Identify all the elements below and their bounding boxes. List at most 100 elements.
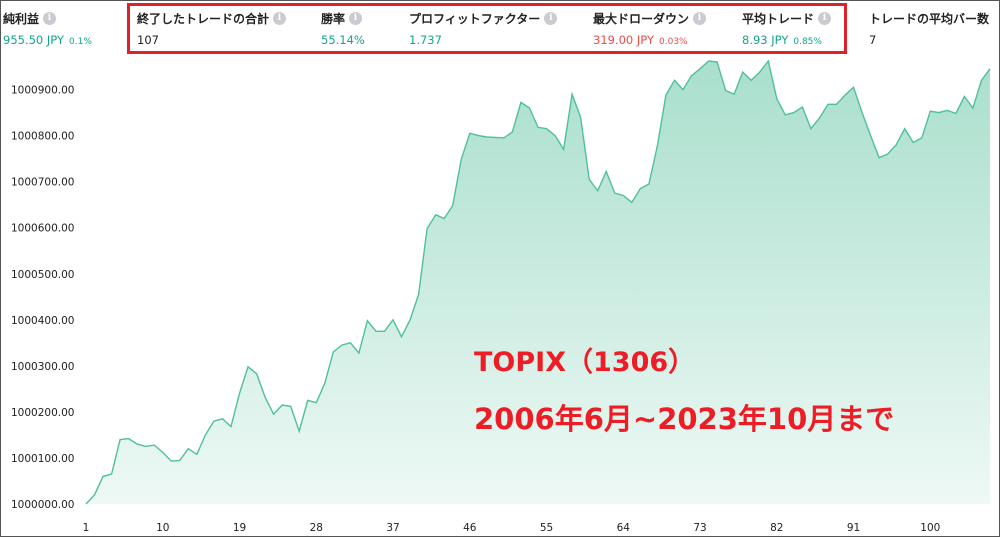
data-point-96 bbox=[895, 143, 898, 146]
data-point-22 bbox=[264, 396, 267, 399]
data-point-57 bbox=[562, 148, 565, 151]
stat-label: トレードの平均バー数 bbox=[869, 12, 990, 26]
data-point-99 bbox=[920, 137, 923, 140]
data-point-39 bbox=[409, 318, 412, 321]
stats-highlight-box bbox=[127, 3, 847, 54]
info-icon[interactable]: i bbox=[349, 12, 363, 25]
data-point-32 bbox=[349, 341, 352, 344]
data-point-28 bbox=[315, 401, 318, 404]
data-point-11 bbox=[170, 460, 173, 463]
data-point-44 bbox=[451, 204, 454, 207]
data-point-67 bbox=[648, 183, 651, 186]
stat-max-drawdown: 最大ドローダウン i 319.00 JPY 0.03% bbox=[593, 10, 707, 47]
data-point-65 bbox=[630, 201, 633, 204]
x-tick-label: 46 bbox=[463, 522, 477, 534]
data-point-40 bbox=[417, 293, 420, 296]
info-icon[interactable]: i bbox=[818, 12, 832, 25]
data-point-33 bbox=[358, 352, 361, 355]
data-point-70 bbox=[673, 79, 676, 82]
y-tick-label: 1000600.00 bbox=[11, 223, 74, 235]
data-point-100 bbox=[929, 110, 932, 113]
info-icon[interactable]: i bbox=[544, 12, 558, 25]
data-point-84 bbox=[792, 111, 795, 114]
data-point-71 bbox=[682, 88, 685, 91]
data-point-85 bbox=[801, 106, 804, 109]
data-point-94 bbox=[878, 156, 881, 159]
data-point-98 bbox=[912, 141, 915, 144]
x-tick-label: 28 bbox=[310, 522, 323, 534]
equity-line bbox=[85, 60, 991, 505]
data-point-47 bbox=[477, 134, 480, 137]
data-point-97 bbox=[903, 127, 906, 130]
data-point-64 bbox=[622, 194, 625, 197]
data-point-24 bbox=[281, 404, 284, 407]
data-point-42 bbox=[434, 213, 437, 216]
data-point-86 bbox=[810, 127, 813, 130]
y-tick-label: 1000800.00 bbox=[11, 131, 74, 143]
data-point-21 bbox=[255, 372, 258, 375]
stat-value: 8.93 JPY bbox=[742, 33, 789, 47]
data-point-53 bbox=[528, 107, 531, 110]
data-point-105 bbox=[972, 107, 975, 110]
stat-profit-factor: プロフィットファクター i 1.737 bbox=[409, 10, 558, 47]
data-point-3 bbox=[102, 475, 105, 478]
stat-percent: 0.1% bbox=[69, 37, 92, 47]
data-point-83 bbox=[784, 114, 787, 117]
data-point-17 bbox=[221, 417, 224, 420]
stat-label: プロフィットファクター bbox=[409, 12, 541, 26]
data-point-50 bbox=[503, 137, 506, 140]
data-point-14 bbox=[196, 453, 199, 456]
x-axis: 1 10 19 28 37 46 55 64 73 82 91 100 bbox=[83, 522, 941, 534]
data-point-106 bbox=[980, 79, 983, 82]
data-point-25 bbox=[289, 405, 292, 408]
y-tick-label: 1000300.00 bbox=[11, 361, 74, 373]
x-tick-label: 1 bbox=[83, 522, 90, 534]
data-point-35 bbox=[375, 330, 378, 333]
data-point-107 bbox=[989, 67, 992, 70]
data-point-23 bbox=[272, 413, 275, 416]
stat-label: 勝率 bbox=[321, 12, 346, 26]
stat-value: 7 bbox=[869, 33, 877, 47]
data-point-76 bbox=[724, 89, 727, 92]
data-point-29 bbox=[323, 382, 326, 385]
stat-label: 純利益 bbox=[3, 12, 40, 26]
y-tick-label: 1000400.00 bbox=[11, 315, 74, 327]
data-point-41 bbox=[426, 227, 429, 230]
y-tick-label: 1000900.00 bbox=[11, 85, 74, 97]
x-tick-label: 55 bbox=[540, 522, 553, 534]
data-point-19 bbox=[238, 392, 241, 395]
data-point-49 bbox=[494, 136, 497, 139]
data-point-31 bbox=[340, 344, 343, 347]
data-point-45 bbox=[460, 158, 463, 161]
data-point-7 bbox=[136, 443, 139, 446]
data-point-2 bbox=[93, 493, 96, 496]
data-point-90 bbox=[844, 94, 847, 97]
info-icon[interactable]: i bbox=[693, 12, 707, 25]
y-axis: 1000000.00 1000100.00 1000200.00 1000300.00… bbox=[11, 85, 74, 511]
x-tick-label: 37 bbox=[386, 522, 399, 534]
data-point-62 bbox=[605, 170, 608, 173]
data-point-54 bbox=[537, 126, 540, 129]
data-point-55 bbox=[545, 127, 548, 130]
stat-avg-bars-in-trade: トレードの平均バー数 7 bbox=[869, 10, 989, 47]
data-point-68 bbox=[656, 144, 659, 147]
data-point-88 bbox=[827, 103, 830, 106]
data-point-8 bbox=[144, 445, 147, 448]
stat-value: 1.737 bbox=[409, 33, 442, 47]
data-point-51 bbox=[511, 131, 514, 134]
data-point-60 bbox=[588, 178, 591, 181]
stat-total-closed-trades: 終了したトレードの合計 i 107 bbox=[137, 10, 287, 47]
data-point-6 bbox=[127, 437, 130, 440]
data-point-52 bbox=[520, 101, 523, 104]
info-icon[interactable]: i bbox=[273, 12, 287, 25]
stat-label: 終了したトレードの合計 bbox=[137, 12, 270, 26]
info-icon[interactable]: i bbox=[43, 12, 57, 25]
data-point-66 bbox=[639, 187, 642, 190]
data-point-4 bbox=[110, 473, 113, 476]
data-point-101 bbox=[937, 111, 940, 114]
data-point-73 bbox=[699, 67, 702, 70]
data-point-56 bbox=[554, 134, 557, 137]
stat-value: 319.00 JPY bbox=[593, 33, 654, 47]
data-point-104 bbox=[963, 95, 966, 98]
y-tick-label: 1000700.00 bbox=[11, 177, 74, 189]
